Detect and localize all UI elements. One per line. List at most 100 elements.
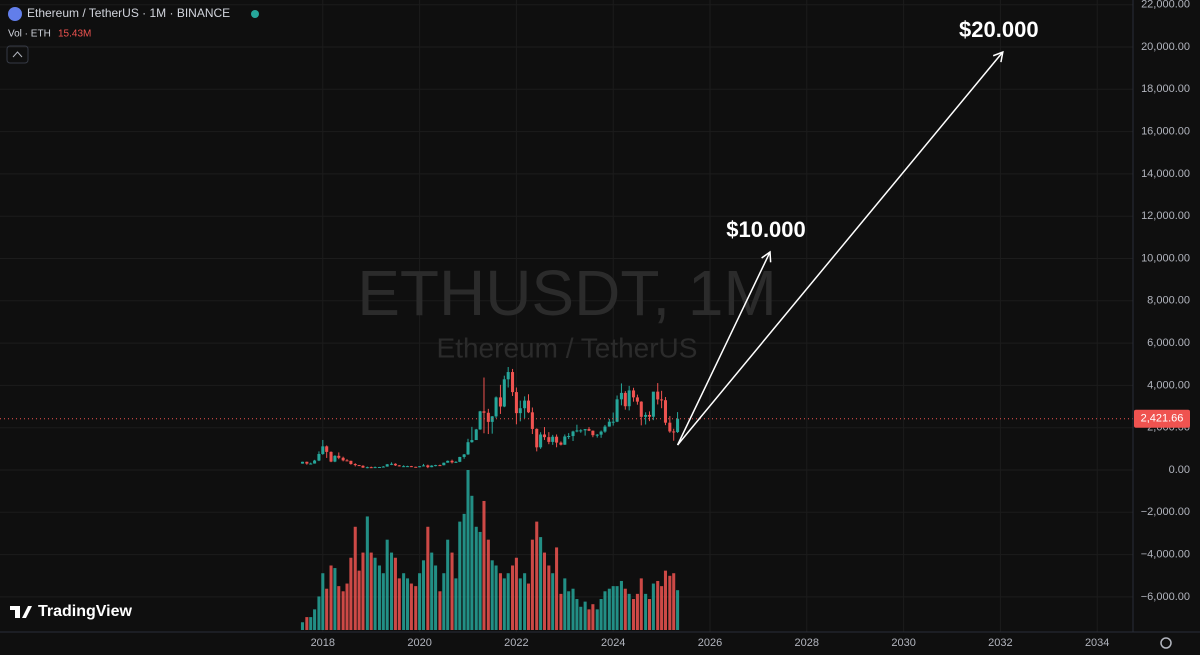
- candle-body: [353, 464, 357, 466]
- candle-body: [442, 462, 446, 466]
- volume-bar: [502, 578, 506, 630]
- candle-body: [539, 434, 543, 448]
- candle-body: [377, 467, 381, 469]
- volume-bar: [627, 593, 631, 630]
- x-tick-label: 2024: [601, 637, 625, 649]
- symbol-icon[interactable]: [8, 7, 22, 21]
- volume-bar: [651, 583, 655, 630]
- y-tick-label: 14,000.00: [1141, 168, 1190, 180]
- watermark-title: ETHUSDT, 1M: [357, 257, 777, 329]
- volume-bar: [555, 547, 559, 630]
- candle-body: [623, 392, 627, 407]
- candle-body: [405, 466, 410, 468]
- volume-bar: [498, 573, 502, 630]
- volume-bar: [518, 578, 522, 630]
- volume-bar: [421, 560, 426, 630]
- y-tick-label: −6,000.00: [1141, 591, 1190, 603]
- volume-bar: [486, 539, 490, 630]
- volume-bar: [446, 539, 450, 630]
- symbol-title[interactable]: Ethereum / TetherUS · 1M · BINANCE: [27, 6, 230, 20]
- candle-body: [321, 446, 325, 455]
- volume-value: 15.43M: [58, 29, 91, 40]
- volume-bar: [450, 552, 454, 630]
- volume-bar: [494, 565, 498, 630]
- candle-body: [599, 431, 603, 435]
- candle-body: [361, 465, 365, 468]
- candle-body: [651, 391, 655, 417]
- volume-bar: [663, 570, 667, 630]
- volume-bar: [587, 609, 591, 630]
- volume-bar: [514, 557, 518, 630]
- volume-bar: [438, 591, 442, 630]
- candle-body: [393, 463, 397, 466]
- volume-bar: [575, 599, 579, 630]
- candle-body: [498, 397, 502, 407]
- volume-bar: [635, 593, 639, 630]
- volume-bar: [345, 583, 349, 630]
- volume-bar: [615, 586, 619, 630]
- volume-bar: [506, 573, 510, 630]
- candle-body: [563, 436, 567, 445]
- volume-bar: [361, 552, 365, 630]
- volume-bar: [466, 470, 470, 630]
- candle-body: [430, 465, 434, 468]
- logo[interactable]: TradingView: [10, 603, 133, 620]
- volume-bar: [656, 580, 660, 630]
- candle-body: [511, 372, 515, 393]
- candle-body: [341, 457, 345, 461]
- candle-body: [438, 465, 442, 467]
- volume-bar: [353, 526, 357, 630]
- volume-title[interactable]: Vol · ETH: [8, 29, 51, 40]
- candle-body: [555, 436, 559, 443]
- candle-body: [474, 429, 478, 441]
- candle-body: [390, 463, 394, 465]
- y-tick-label: 0.00: [1169, 464, 1190, 476]
- x-tick-label: 2020: [407, 637, 431, 649]
- candle-body: [329, 451, 333, 462]
- volume-bar: [639, 578, 643, 630]
- volume-bar: [647, 599, 652, 630]
- candle-body: [494, 397, 498, 417]
- y-tick-label: 4,000.00: [1147, 379, 1190, 391]
- volume-bar: [313, 609, 317, 630]
- volume-bar: [325, 588, 329, 630]
- settings-button[interactable]: [1160, 637, 1172, 649]
- volume-bar: [619, 580, 623, 630]
- candle-body: [434, 465, 438, 467]
- volume-bar: [482, 500, 486, 630]
- market-status[interactable]: [251, 10, 259, 18]
- arrow: [676, 250, 772, 446]
- candle-body: [450, 460, 454, 463]
- candle-body: [571, 431, 575, 437]
- volume-bar: [454, 578, 458, 630]
- volume-bar: [530, 539, 534, 630]
- candle-body: [426, 465, 430, 468]
- candle-body: [514, 392, 518, 414]
- candle-body: [482, 411, 486, 413]
- volume-bar: [405, 578, 410, 630]
- x-tick-label: 2034: [1085, 637, 1109, 649]
- candle-body: [603, 426, 607, 432]
- volume-bar: [672, 573, 676, 630]
- volume-bar: [418, 573, 422, 630]
- candle-body: [385, 464, 389, 467]
- candle-body: [595, 434, 599, 436]
- candle-body: [656, 391, 660, 400]
- volume-bar: [357, 570, 361, 630]
- candle-body: [660, 399, 664, 401]
- volume-bar: [329, 565, 333, 630]
- candle-body: [325, 446, 329, 452]
- candle-body: [583, 429, 587, 431]
- y-tick-label: 20,000.00: [1141, 41, 1190, 53]
- volume-bar: [511, 565, 515, 630]
- candle-body: [502, 379, 506, 407]
- collapse-button[interactable]: [6, 45, 29, 64]
- y-tick-label: −2,000.00: [1141, 506, 1190, 518]
- volume-bar: [559, 593, 563, 630]
- candle-body: [644, 414, 648, 417]
- volume-bar: [337, 586, 341, 630]
- candle-body: [458, 456, 462, 462]
- candle-body: [639, 401, 643, 417]
- volume-bar: [474, 526, 478, 630]
- volume-bar: [300, 622, 305, 630]
